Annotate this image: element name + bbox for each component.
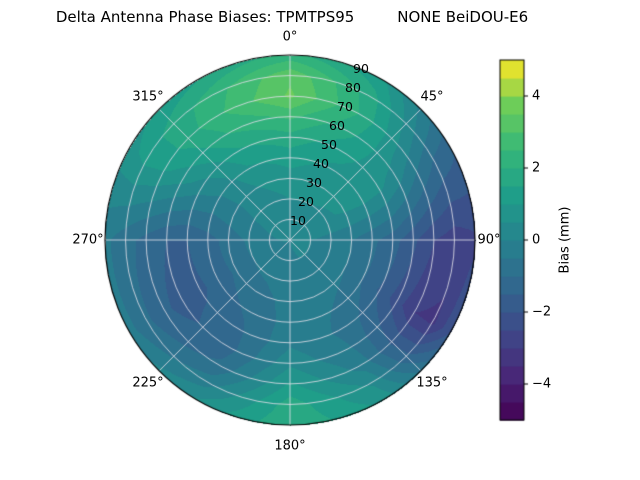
azimuth-label-0: 0° — [282, 29, 298, 45]
radial-tick-label-30: 30 — [306, 174, 322, 190]
colorbar-tick-label-2: 2 — [532, 160, 541, 176]
radial-tick-label-50: 50 — [321, 136, 337, 152]
azimuth-label-270: 270° — [72, 232, 104, 248]
radial-tick-label-80: 80 — [345, 79, 361, 95]
colorbar-tick-label-neg4: −4 — [532, 376, 552, 392]
azimuth-label-225: 225° — [132, 375, 164, 391]
chart-title: Delta Antenna Phase Biases: TPMTPS95 NON… — [55, 8, 529, 26]
colorbar-tick-label-4: 4 — [532, 88, 541, 104]
radial-tick-label-10: 10 — [290, 212, 306, 228]
radial-tick-label-40: 40 — [313, 155, 329, 171]
colorbar-tick-label-neg2: −2 — [532, 304, 552, 320]
radial-tick-label-90: 90 — [353, 60, 369, 76]
azimuth-label-45: 45° — [420, 89, 444, 105]
azimuth-label-90: 90° — [477, 232, 501, 248]
radial-tick-label-70: 70 — [337, 98, 353, 114]
radial-tick-label-60: 60 — [329, 117, 345, 133]
azimuth-label-180: 180° — [274, 438, 306, 454]
azimuth-label-135: 135° — [416, 375, 448, 391]
colorbar-axis-label: Bias (mm) — [557, 206, 573, 274]
radial-tick-label-20: 20 — [298, 193, 314, 209]
azimuth-label-315: 315° — [132, 89, 164, 105]
colorbar-tick-label-0: 0 — [532, 232, 541, 248]
